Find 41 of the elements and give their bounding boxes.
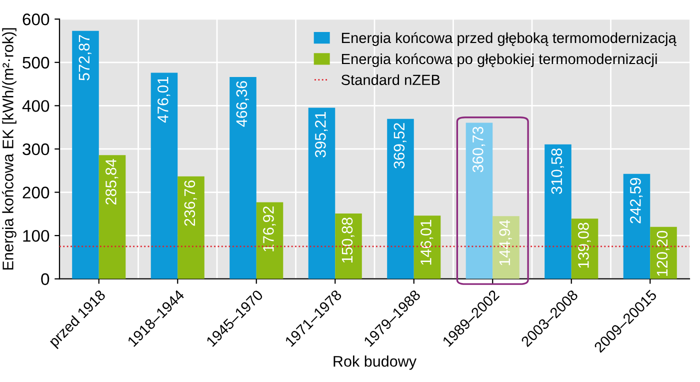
- bar: [72, 30, 99, 279]
- bar: [623, 174, 650, 279]
- bar: [178, 176, 204, 279]
- data-label: 310,58: [551, 148, 564, 194]
- data-label: 150,88: [342, 218, 354, 263]
- bar: [387, 118, 414, 279]
- data-label: 139,08: [578, 222, 591, 268]
- y-axis-title: Energia końcowa EK [kWh/(m²·rok)]: [2, 28, 16, 270]
- bar: [492, 216, 520, 279]
- data-label: 572,87: [78, 35, 92, 80]
- data-label: 395,21: [315, 112, 328, 158]
- data-label: 285,84: [106, 159, 118, 205]
- y-tick-label: 200: [22, 186, 50, 198]
- bar: [308, 108, 336, 279]
- data-label: 146,01: [420, 220, 434, 265]
- data-label: 242,59: [630, 178, 643, 224]
- y-tick-label: 0: [41, 273, 50, 286]
- legend-label: Standard nZEB: [341, 74, 440, 86]
- bar: [335, 214, 362, 279]
- data-label: 176,92: [263, 206, 276, 252]
- y-tick-label: 300: [22, 143, 50, 156]
- data-label: 466,36: [236, 81, 249, 127]
- data-label: 476,01: [158, 76, 170, 123]
- y-tick-label: 100: [23, 230, 50, 242]
- bar: [466, 122, 493, 279]
- x-axis-title: Rok budowy: [334, 356, 417, 370]
- bar: [150, 72, 178, 279]
- legend-label: Energia końcowa po głębokiej termomodernizacji: [342, 53, 657, 68]
- data-label: 360,73: [472, 126, 486, 172]
- data-label: 120,20: [656, 230, 670, 276]
- bar: [230, 76, 256, 279]
- data-label: 369,52: [394, 123, 406, 168]
- data-label: 144,94: [499, 220, 512, 266]
- y-tick-label: 600: [22, 14, 50, 26]
- data-label: 236,76: [184, 180, 197, 226]
- y-tick-label: 400: [22, 100, 50, 112]
- bar: [256, 202, 284, 279]
- bar: [544, 144, 572, 279]
- y-tick-label: 500: [22, 56, 50, 69]
- bar: [98, 155, 126, 279]
- legend-label: Energia końcowa przed głęboką termomodernizacją: [342, 32, 676, 46]
